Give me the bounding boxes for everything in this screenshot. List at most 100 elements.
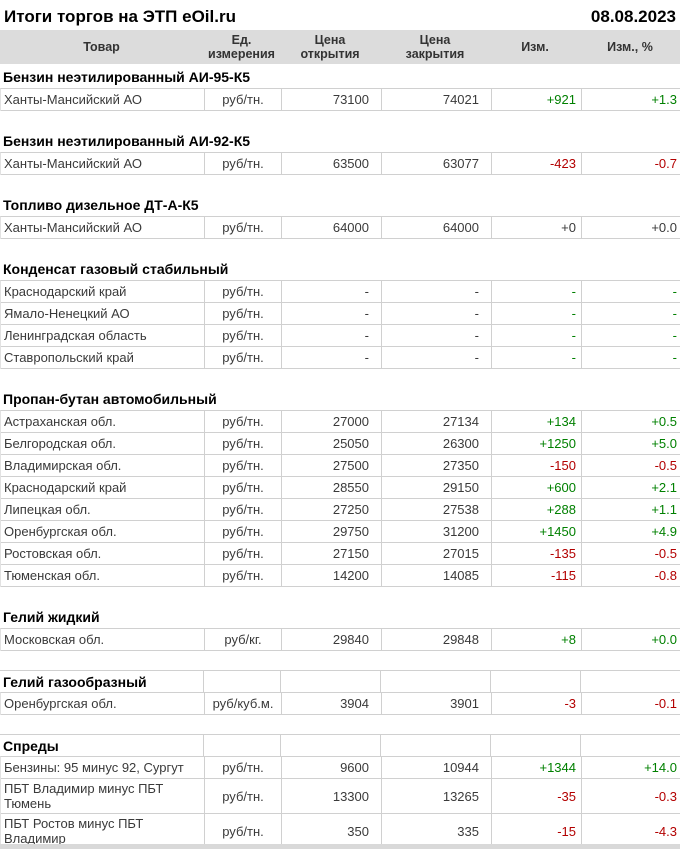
section-rows: Ханты-Мансийский АО руб/тн. 64000 64000 +0 +0…: [0, 216, 680, 239]
table-row: Липецкая обл. руб/тн. 27250 27538 +288 +1.1: [1, 499, 680, 521]
open-price-cell: 29840: [281, 629, 381, 650]
open-price-cell: 3904: [281, 693, 381, 714]
change-pct-cell: -0.5: [581, 543, 680, 564]
change-cell: +134: [491, 411, 581, 432]
unit-cell: руб/тн.: [204, 779, 281, 813]
table-row: Ханты-Мансийский АО руб/тн. 63500 63077 -423…: [1, 153, 680, 175]
product-cell: Оренбургская обл.: [4, 696, 117, 711]
close-price-cell: 31200: [381, 521, 491, 542]
product-cell: Оренбургская обл.: [4, 524, 117, 539]
section-title: Гелий газообразный: [3, 673, 147, 690]
change-pct-cell: -: [581, 325, 680, 346]
section: Гелий газообразный Оренбургская обл. руб/к…: [0, 670, 680, 715]
unit-cell: руб/тн.: [204, 281, 281, 302]
change-pct-cell: +0.0: [581, 217, 680, 238]
column-header-open-price: Цена открытия: [300, 33, 360, 61]
open-price-cell: -: [281, 325, 381, 346]
close-price-cell: 27134: [381, 411, 491, 432]
close-price-cell: 14085: [381, 565, 491, 586]
open-price-cell: 73100: [281, 89, 381, 110]
change-cell: -115: [491, 565, 581, 586]
section-title-empty-cell: [380, 735, 490, 756]
change-cell: +0: [491, 217, 581, 238]
column-header-unit: Ед. измерения: [208, 33, 275, 61]
unit-cell: руб/тн.: [204, 347, 281, 368]
product-cell: Ямало-Ненецкий АО: [4, 306, 130, 321]
section: Пропан-бутан автомобильный Астраханская о…: [0, 388, 680, 587]
column-header-change-pct: Изм., %: [607, 40, 653, 54]
table-row: Астраханская обл. руб/тн. 27000 27134 +134 +0…: [1, 411, 680, 433]
change-cell: -: [491, 281, 581, 302]
change-pct-cell: -0.5: [581, 455, 680, 476]
unit-cell: руб/тн.: [204, 433, 281, 454]
section-rows: Астраханская обл. руб/тн. 27000 27134 +134 +0…: [0, 410, 680, 587]
change-pct-cell: -: [581, 347, 680, 368]
close-price-cell: 63077: [381, 153, 491, 174]
unit-cell: руб/тн.: [204, 521, 281, 542]
open-price-cell: -: [281, 347, 381, 368]
table-row: Оренбургская обл. руб/куб.м. 3904 3901 -3 -0.…: [1, 693, 680, 715]
change-cell: -150: [491, 455, 581, 476]
section: Бензин неэтилированный АИ-95-К5 Ханты-Ман…: [0, 66, 680, 111]
product-cell: Ленинградская область: [4, 328, 147, 343]
section-rows: Московская обл. руб/кг. 29840 29848 +8 +0.0: [0, 628, 680, 651]
change-pct-cell: +0.0: [581, 629, 680, 650]
table-row: Оренбургская обл. руб/тн. 29750 31200 +1450 +…: [1, 521, 680, 543]
section-title-empty-cell: [203, 735, 280, 756]
unit-cell: руб/тн.: [204, 217, 281, 238]
section: Гелий жидкий Московская обл. руб/кг. 29840 2…: [0, 606, 680, 651]
section-rows: Оренбургская обл. руб/куб.м. 3904 3901 -3 -0.…: [0, 692, 680, 715]
change-cell: -15: [491, 814, 581, 848]
unit-cell: руб/тн.: [204, 455, 281, 476]
change-cell: -423: [491, 153, 581, 174]
product-cell: ПБТ Владимир минус ПБТ Тюмень: [4, 781, 164, 811]
section-title-row: Бензин неэтилированный АИ-92-К5: [0, 130, 680, 152]
close-price-cell: 27538: [381, 499, 491, 520]
unit-cell: руб/тн.: [204, 543, 281, 564]
unit-cell: руб/куб.м.: [204, 693, 281, 714]
product-cell: Тюменская обл.: [4, 568, 100, 583]
product-cell: Белгородская обл.: [4, 436, 117, 451]
close-price-cell: -: [381, 281, 491, 302]
unit-cell: руб/тн.: [204, 411, 281, 432]
section: Спреды Бензины: 95 минус 92, Сургут руб/тн…: [0, 734, 680, 849]
product-cell: Ханты-Мансийский АО: [4, 220, 142, 235]
open-price-cell: 27000: [281, 411, 381, 432]
change-cell: +288: [491, 499, 581, 520]
column-header-close-price: Цена закрытия: [405, 33, 465, 61]
table-row: Краснодарский край руб/тн. - - - -: [1, 281, 680, 303]
section-title-empty-cell: [380, 671, 490, 692]
product-cell: Московская обл.: [4, 632, 105, 647]
table-row: Ростовская обл. руб/тн. 27150 27015 -135 -0.5: [1, 543, 680, 565]
change-cell: -35: [491, 779, 581, 813]
close-price-cell: 27350: [381, 455, 491, 476]
close-price-cell: 29848: [381, 629, 491, 650]
table-row: Ямало-Ненецкий АО руб/тн. - - - -: [1, 303, 680, 325]
open-price-cell: 13300: [281, 779, 381, 813]
unit-cell: руб/тн.: [204, 499, 281, 520]
open-price-cell: 29750: [281, 521, 381, 542]
close-price-cell: 13265: [381, 779, 491, 813]
table-row: Краснодарский край руб/тн. 28550 29150 +600 +…: [1, 477, 680, 499]
product-cell: Ростовская обл.: [4, 546, 102, 561]
close-price-cell: 27015: [381, 543, 491, 564]
table-row: Белгородская обл. руб/тн. 25050 26300 +1250 +…: [1, 433, 680, 455]
section-title: Конденсат газовый стабильный: [3, 261, 229, 277]
change-pct-cell: +1.1: [581, 499, 680, 520]
open-price-cell: 28550: [281, 477, 381, 498]
product-cell: Краснодарский край: [4, 480, 127, 495]
table-row: Ханты-Мансийский АО руб/тн. 73100 74021 +921…: [1, 89, 680, 111]
table-row: ПБТ Владимир минус ПБТ Тюмень руб/тн. 1330…: [1, 779, 680, 814]
product-cell: Владимирская обл.: [4, 458, 122, 473]
table-row: Владимирская обл. руб/тн. 27500 27350 -150 -0…: [1, 455, 680, 477]
unit-cell: руб/тн.: [204, 303, 281, 324]
section-title: Спреды: [3, 737, 59, 754]
section-title-row: Гелий жидкий: [0, 606, 680, 628]
change-cell: -: [491, 347, 581, 368]
section-title-empty-cell: [580, 671, 680, 692]
table-row: Тюменская обл. руб/тн. 14200 14085 -115 -0.8: [1, 565, 680, 587]
product-cell: Ставропольский край: [4, 350, 134, 365]
change-pct-cell: +2.1: [581, 477, 680, 498]
close-price-cell: 335: [381, 814, 491, 848]
product-cell: Ханты-Мансийский АО: [4, 156, 142, 171]
